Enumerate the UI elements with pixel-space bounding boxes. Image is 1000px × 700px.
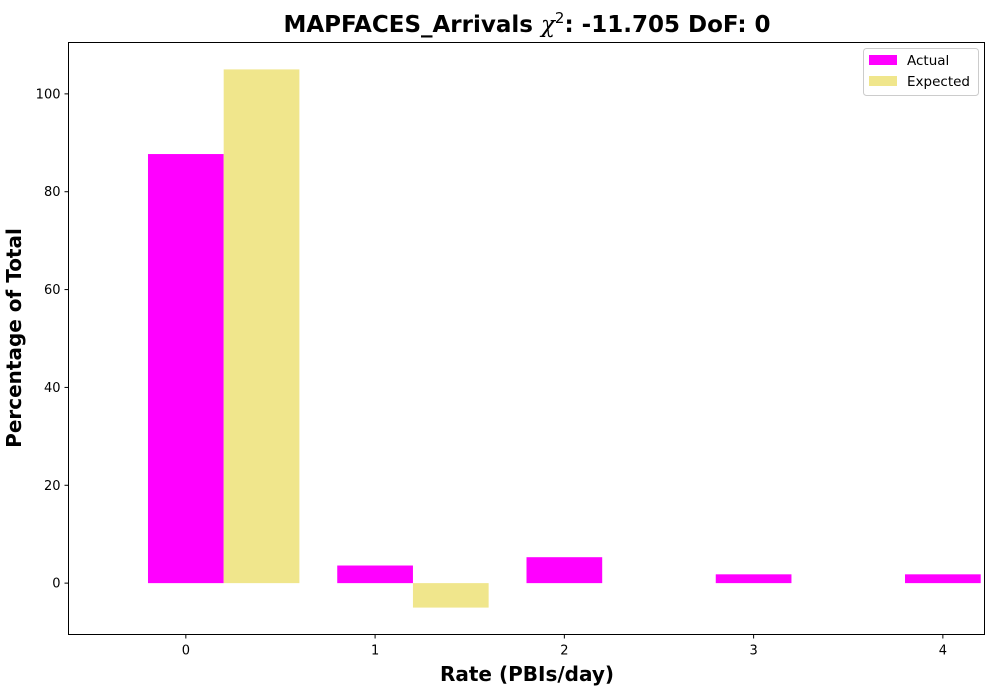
chart-title: MAPFACES_Arrivals χ2: -11.705 DoF: 0 — [283, 9, 770, 38]
y-tick-label: 0 — [52, 577, 60, 592]
plot-frame — [68, 42, 985, 635]
x-tick-label: 0 — [182, 644, 190, 659]
y-axis-label: Percentage of Total — [2, 228, 26, 448]
bar-actual-4 — [905, 574, 981, 584]
bar-expected-1 — [412, 583, 489, 608]
bar-actual-2 — [526, 557, 603, 584]
legend-swatch-expected — [869, 76, 897, 86]
y-tick-label: 20 — [44, 479, 61, 494]
x-tick-label: 1 — [371, 644, 379, 659]
y-tick-label: 80 — [44, 185, 61, 200]
legend-label-actual: Actual — [907, 53, 949, 69]
y-tick-label: 100 — [36, 87, 61, 102]
bar-actual-3 — [715, 574, 792, 584]
legend: Actual Expected — [863, 48, 979, 96]
bar-actual-1 — [337, 565, 413, 584]
legend-label-expected: Expected — [907, 74, 970, 90]
bar-actual-0 — [147, 154, 224, 584]
x-tick-label: 4 — [939, 644, 947, 659]
y-tick-label: 40 — [44, 381, 61, 396]
bar-expected-0 — [223, 69, 300, 584]
legend-swatch-actual — [869, 55, 897, 65]
x-axis-label: Rate (PBIs/day) — [440, 662, 614, 686]
x-tick-label: 2 — [560, 644, 568, 659]
x-tick-label: 3 — [749, 644, 757, 659]
y-tick-label: 60 — [44, 283, 61, 298]
bars-layer — [147, 69, 981, 608]
